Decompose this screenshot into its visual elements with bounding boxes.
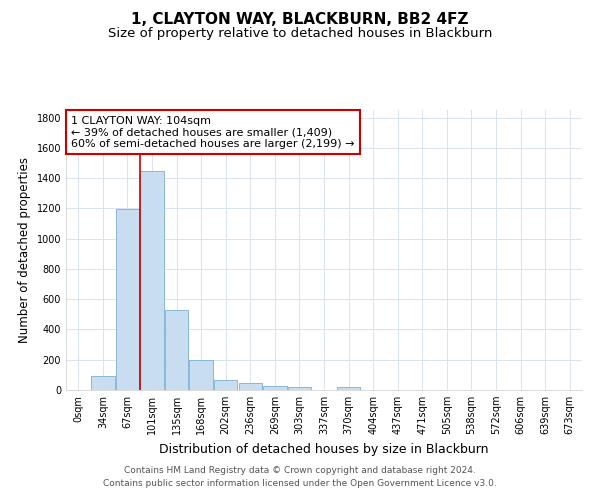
- Y-axis label: Number of detached properties: Number of detached properties: [18, 157, 31, 343]
- Bar: [165, 310, 188, 390]
- Text: 1 CLAYTON WAY: 104sqm
← 39% of detached houses are smaller (1,409)
60% of semi-d: 1 CLAYTON WAY: 104sqm ← 39% of detached …: [71, 116, 355, 149]
- Bar: [239, 382, 262, 390]
- Bar: [116, 209, 139, 390]
- Text: 1, CLAYTON WAY, BLACKBURN, BB2 4FZ: 1, CLAYTON WAY, BLACKBURN, BB2 4FZ: [131, 12, 469, 28]
- Text: Contains HM Land Registry data © Crown copyright and database right 2024.
Contai: Contains HM Land Registry data © Crown c…: [103, 466, 497, 487]
- X-axis label: Distribution of detached houses by size in Blackburn: Distribution of detached houses by size …: [159, 442, 489, 456]
- Bar: [190, 360, 213, 390]
- Bar: [263, 386, 287, 390]
- Bar: [214, 380, 238, 390]
- Bar: [288, 386, 311, 390]
- Text: Size of property relative to detached houses in Blackburn: Size of property relative to detached ho…: [108, 28, 492, 40]
- Bar: [337, 387, 360, 390]
- Bar: [91, 376, 115, 390]
- Bar: [140, 170, 164, 390]
